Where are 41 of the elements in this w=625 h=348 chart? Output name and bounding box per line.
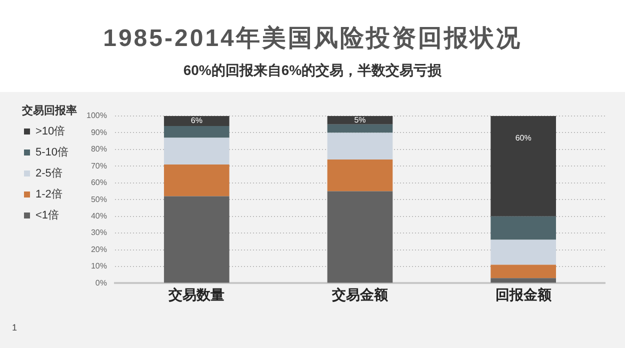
bar bbox=[164, 138, 230, 164]
x-tick-label: 交易金额 bbox=[330, 286, 389, 302]
bar bbox=[490, 216, 556, 240]
legend-label: <1倍 bbox=[36, 208, 60, 222]
y-tick-label: 40% bbox=[90, 212, 107, 221]
bar bbox=[164, 126, 230, 138]
y-tick-label: 70% bbox=[90, 161, 107, 170]
data-label: 6% bbox=[190, 116, 202, 126]
text: 1 bbox=[12, 322, 18, 332]
y-tick-label: 30% bbox=[90, 228, 107, 238]
bar bbox=[327, 124, 393, 133]
y-tick-label: 20% bbox=[90, 244, 107, 254]
y-tick-label: 60% bbox=[90, 178, 107, 188]
y-tick-label: 0% bbox=[95, 278, 107, 288]
data-label: 5% bbox=[354, 115, 366, 124]
bar bbox=[327, 116, 393, 124]
bar bbox=[490, 240, 556, 265]
bar bbox=[327, 132, 393, 160]
y-tick-label: 50% bbox=[90, 194, 107, 204]
data-label: 60% bbox=[515, 133, 532, 142]
y-tick-label: 90% bbox=[90, 128, 107, 137]
chart-title: 1985-2014年美国风险投资回报状况 bbox=[102, 24, 523, 54]
bar bbox=[327, 191, 393, 283]
bar bbox=[327, 159, 393, 192]
chart-subtitle: 60%的回报来自6%的交易，半数交易亏损 bbox=[182, 61, 443, 80]
bar bbox=[490, 278, 556, 283]
y-tick-label: 10% bbox=[90, 262, 107, 271]
x-tick-label: 交易数量 bbox=[168, 286, 225, 302]
legend-label: 2-5倍 bbox=[36, 166, 62, 180]
x-tick-label: 回报金额 bbox=[495, 286, 552, 302]
bar bbox=[164, 164, 230, 196]
bar bbox=[490, 264, 556, 278]
legend-label: 5-10倍 bbox=[36, 146, 69, 159]
bar bbox=[490, 116, 556, 216]
bar bbox=[164, 196, 230, 283]
legend-label: >10倍 bbox=[36, 124, 66, 138]
y-tick-label: 100% bbox=[86, 111, 107, 120]
y-tick-label: 80% bbox=[90, 144, 107, 154]
bar bbox=[164, 116, 230, 126]
legend-title: 交易回报率 bbox=[21, 104, 77, 117]
legend-label: 1-2倍 bbox=[36, 188, 62, 201]
